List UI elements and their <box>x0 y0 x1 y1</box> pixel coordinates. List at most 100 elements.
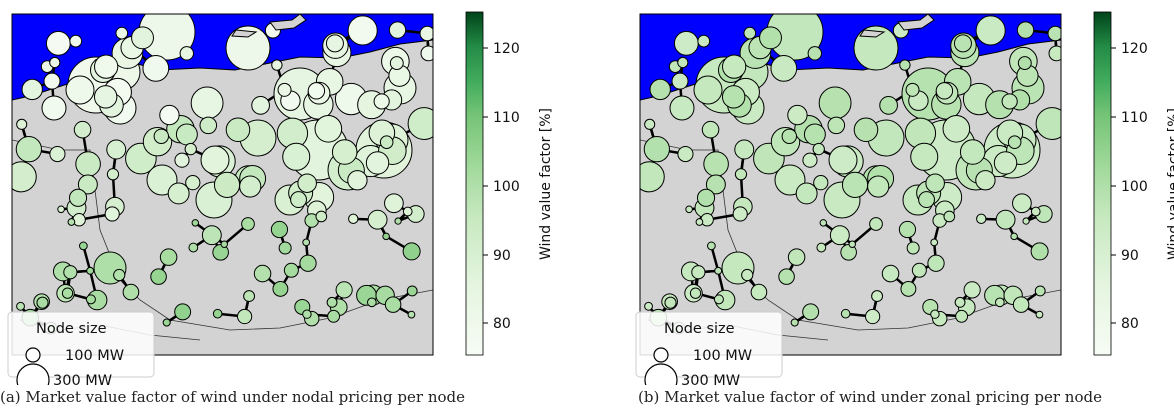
map-figure-zonal: Node size 100 MW 300 MW 80 90 100 110 12… <box>635 11 1174 385</box>
wind-node <box>225 25 271 71</box>
wind-node <box>930 238 939 247</box>
wind-node <box>787 104 808 126</box>
wind-node <box>49 145 66 163</box>
island-shape <box>231 29 258 38</box>
wind-node <box>159 104 180 126</box>
wind-node <box>325 34 344 53</box>
wind-node <box>910 142 939 171</box>
wind-node <box>734 168 748 181</box>
wind-node <box>732 206 748 222</box>
wind-node <box>697 34 711 48</box>
wind-node <box>113 268 126 282</box>
colorbar: 80 90 100 110 120 Wind value factor [%] <box>1093 11 1174 356</box>
legend-marker-300mw <box>16 363 50 385</box>
legend-marker-100mw <box>653 347 669 363</box>
wind-node <box>225 117 251 143</box>
wind-node <box>236 308 253 325</box>
wind-node <box>841 171 869 198</box>
figure-caption: (b) Market value factor of wind under zo… <box>638 388 1102 406</box>
wind-node <box>212 308 223 319</box>
wind-node <box>243 290 256 303</box>
wind-node <box>290 191 307 209</box>
wind-node <box>367 209 388 230</box>
wind-node <box>253 264 272 283</box>
wind-node <box>85 294 96 305</box>
wind-node <box>664 296 677 309</box>
wind-node <box>373 93 390 110</box>
legend-box <box>7 311 155 378</box>
wind-node <box>853 25 899 71</box>
wind-node <box>327 309 341 323</box>
wind-node <box>685 205 693 214</box>
wind-node <box>1022 217 1030 225</box>
wind-node <box>790 318 799 327</box>
wind-node <box>644 301 653 311</box>
wind-node <box>900 280 917 297</box>
wind-node <box>407 310 416 319</box>
wind-node <box>15 136 42 163</box>
wind-node <box>1048 45 1061 62</box>
wind-node <box>816 242 827 253</box>
wind-node <box>104 206 120 222</box>
wind-node <box>67 218 76 226</box>
wind-node <box>402 206 413 217</box>
wind-node <box>220 240 228 248</box>
wind-node <box>943 210 956 223</box>
wind-node <box>673 30 699 56</box>
wind-node <box>63 265 78 280</box>
wind-node <box>213 171 241 198</box>
wind-node <box>1030 206 1041 217</box>
wind-node <box>812 142 825 156</box>
colorbar-tick-90: 90 <box>493 248 511 264</box>
wind-node <box>1016 21 1035 39</box>
colorbar: 80 90 100 110 120 Wind value factor [%] <box>465 11 554 356</box>
wind-node <box>150 268 167 285</box>
wind-node <box>302 238 311 247</box>
colorbar-tick-110: 110 <box>493 110 520 126</box>
wind-node <box>827 116 846 135</box>
wind-node <box>955 309 969 323</box>
wind-node <box>75 151 101 177</box>
wind-node <box>314 114 343 143</box>
legend-label-300mw: 300 MW <box>681 373 740 385</box>
wind-node <box>721 85 746 109</box>
colorbar-tick-120: 120 <box>1121 41 1148 57</box>
wind-node <box>819 219 828 227</box>
wind-node <box>131 26 154 50</box>
wind-node <box>696 188 716 207</box>
wind-node <box>36 296 49 309</box>
wind-node <box>388 21 407 39</box>
wind-node <box>867 175 890 198</box>
wind-node <box>43 72 61 90</box>
colorbar-tick-80: 80 <box>1121 316 1139 332</box>
wind-node <box>335 281 353 299</box>
wind-node <box>297 173 317 194</box>
wind-node <box>241 217 255 231</box>
wind-node <box>927 254 945 272</box>
island-shape <box>859 29 886 38</box>
wind-node <box>963 281 981 299</box>
wind-node <box>741 268 754 282</box>
wind-node <box>995 297 1005 308</box>
wind-node <box>734 139 755 160</box>
legend-box <box>635 311 783 378</box>
wind-node <box>643 136 670 163</box>
wind-node <box>174 303 192 321</box>
wind-node <box>277 82 292 97</box>
map-frame <box>11 13 434 356</box>
wind-node <box>700 213 714 227</box>
legend-marker-100mw <box>25 347 41 363</box>
wind-node <box>184 142 197 156</box>
wind-node <box>995 209 1016 230</box>
wind-node <box>384 193 404 214</box>
wind-node <box>975 170 996 191</box>
wind-node <box>283 262 299 278</box>
wind-node <box>750 283 768 301</box>
wind-node <box>703 151 729 177</box>
wind-node <box>406 285 418 297</box>
wind-node <box>899 59 911 71</box>
wind-node <box>278 241 292 255</box>
wind-node <box>402 242 421 261</box>
wind-node <box>179 46 194 61</box>
wind-node <box>898 220 917 239</box>
